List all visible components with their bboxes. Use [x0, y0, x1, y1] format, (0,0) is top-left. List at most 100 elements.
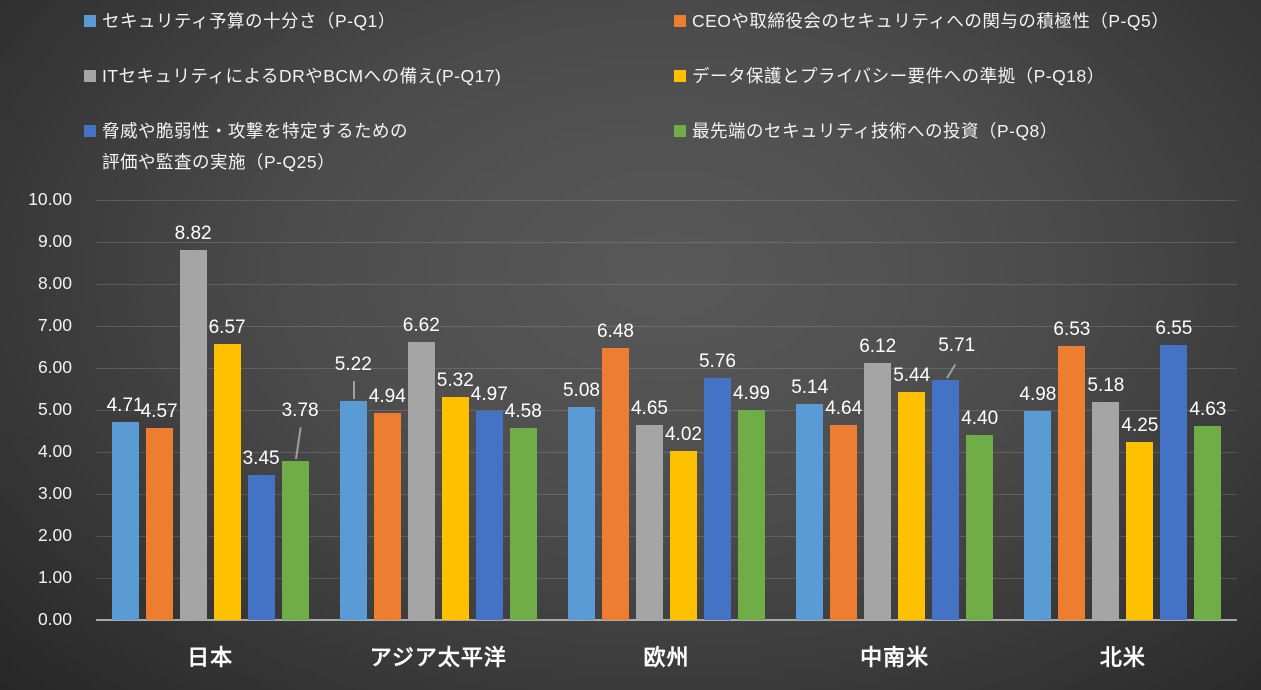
bar-series-3: [635, 424, 663, 620]
bar-wrap: 6.62: [403, 315, 440, 620]
bar-series-3: [1092, 402, 1120, 620]
data-label: 6.53: [1053, 318, 1091, 340]
bar-wrap: 5.44: [893, 365, 930, 620]
bar-group: 5.08 6.48 4.65 4.02 5.76 4.99: [552, 200, 780, 620]
bar-wrap: 5.18: [1087, 375, 1124, 620]
bar-series-2: [373, 412, 401, 620]
bar-wrap: 4.98: [1019, 384, 1056, 620]
data-label: 3.45: [242, 448, 280, 470]
data-label: 3.78: [281, 400, 319, 422]
legend-label: データ保護とプライバシー要件への準拠（P-Q18）: [692, 66, 1105, 86]
y-axis-tick-label: 4.00: [37, 441, 72, 461]
label-leader-line: [295, 427, 302, 460]
y-axis-tick-label: 10.00: [28, 189, 72, 209]
gridline: [96, 410, 1237, 411]
y-axis-tick-label: 6.00: [37, 357, 72, 377]
data-label: 4.63: [1189, 398, 1227, 420]
data-label: 6.12: [859, 335, 897, 357]
bar-wrap: 4.64: [825, 398, 862, 620]
gridline: [96, 452, 1237, 453]
bar-series-1: [796, 404, 824, 620]
bar-wrap: 4.25: [1121, 415, 1158, 620]
y-axis-tick-label: 5.00: [37, 399, 72, 419]
data-label: 5.18: [1087, 375, 1125, 397]
bar-wrap: 4.65: [631, 398, 668, 620]
data-label: 6.48: [596, 320, 634, 342]
data-label: 4.58: [504, 400, 542, 422]
data-label: 6.57: [208, 317, 246, 339]
data-label: 5.71: [938, 335, 976, 357]
data-label: 4.99: [732, 383, 770, 405]
bar-series-6: [737, 410, 765, 620]
gridline: [96, 578, 1237, 579]
legend-label: 最先端のセキュリティ技術への投資（P-Q8）: [692, 121, 1058, 141]
bar-group: 4.71 4.57 8.82 6.57 3.45 3.78: [96, 200, 324, 620]
bar-wrap: 4.94: [369, 386, 406, 620]
bar-wrap: 4.40: [961, 408, 998, 620]
bar-series-2: [830, 425, 858, 620]
data-label: 4.97: [470, 384, 508, 406]
bar-series-1: [111, 422, 139, 620]
legend-item: ITセキュリティによるDRやBCMへの備え(P-Q17): [84, 61, 674, 92]
bar-series-4: [441, 396, 469, 620]
bar-wrap: 5.22: [335, 354, 372, 620]
data-label: 5.22: [334, 353, 372, 375]
bar-series-5: [247, 475, 275, 620]
data-label: 4.57: [140, 401, 178, 423]
bar-series-1: [567, 406, 595, 620]
bar-series-6: [966, 435, 994, 620]
legend-label: 脅威や脆弱性・攻撃を特定するための 評価や監査の実施（P-Q25）: [102, 121, 408, 172]
legend-swatch-icon: [674, 70, 686, 82]
bar-wrap: 4.57: [141, 401, 178, 620]
data-label: 4.98: [1019, 383, 1057, 405]
bar-series-4: [213, 344, 241, 620]
legend-label: ITセキュリティによるDRやBCMへの備え(P-Q17): [102, 66, 502, 86]
chart-legend: セキュリティ予算の十分さ（P-Q1） CEOや取締役会のセキュリティへの関与の積極…: [84, 6, 1169, 177]
bar-wrap: 6.48: [597, 321, 634, 620]
data-label: 5.44: [893, 364, 931, 386]
legend-item: CEOや取締役会のセキュリティへの関与の積極性（P-Q5）: [674, 6, 1169, 37]
legend-swatch-icon: [674, 125, 686, 137]
data-label: 5.76: [698, 351, 736, 373]
bar-wrap: 5.71: [932, 335, 975, 620]
legend-item: データ保護とプライバシー要件への準拠（P-Q18）: [674, 61, 1169, 92]
data-label: 4.65: [630, 397, 668, 419]
data-label: 5.14: [791, 377, 829, 399]
bar-wrap: 4.71: [107, 395, 144, 620]
y-axis-tick-label: 9.00: [37, 231, 72, 251]
data-label: 4.64: [825, 398, 863, 420]
y-axis-tick-label: 0.00: [37, 609, 72, 629]
y-axis-tick-label: 1.00: [37, 567, 72, 587]
x-axis-category-label: 日本: [187, 645, 234, 670]
gridline: [96, 200, 1237, 201]
bar-series-5: [1160, 344, 1188, 620]
bar-wrap: 3.78: [281, 400, 319, 620]
bar-wrap: 6.53: [1053, 319, 1090, 620]
bar-series-4: [1126, 441, 1154, 620]
bar-series-6: [509, 427, 537, 620]
bar-group: 5.14 4.64 6.12 5.44 5.71 4.40: [781, 200, 1009, 620]
data-label: 5.08: [562, 379, 600, 401]
data-label: 4.94: [368, 385, 406, 407]
bar-series-2: [145, 428, 173, 620]
bar-series-3: [864, 362, 892, 620]
data-label: 4.25: [1121, 414, 1159, 436]
legend-item: セキュリティ予算の十分さ（P-Q1）: [84, 6, 674, 37]
data-label: 4.02: [664, 424, 702, 446]
gridline: [96, 494, 1237, 495]
bar-wrap: 6.55: [1155, 318, 1192, 620]
x-axis-category-label: 北米: [1099, 645, 1146, 670]
legend-label: セキュリティ予算の十分さ（P-Q1）: [102, 11, 396, 31]
x-axis-category-label: 中南米: [860, 645, 930, 670]
gridline: [96, 536, 1237, 537]
y-axis-tick-label: 7.00: [37, 315, 72, 335]
gridline: [96, 284, 1237, 285]
label-leader-line: [945, 364, 956, 379]
data-label: 5.32: [436, 369, 474, 391]
x-axis-category-label: 欧州: [643, 645, 690, 670]
bar-wrap: 8.82: [175, 223, 212, 620]
bar-group: 4.98 6.53 5.18 4.25 6.55 4.63: [1009, 200, 1237, 620]
bar-wrap: 4.63: [1189, 399, 1226, 620]
